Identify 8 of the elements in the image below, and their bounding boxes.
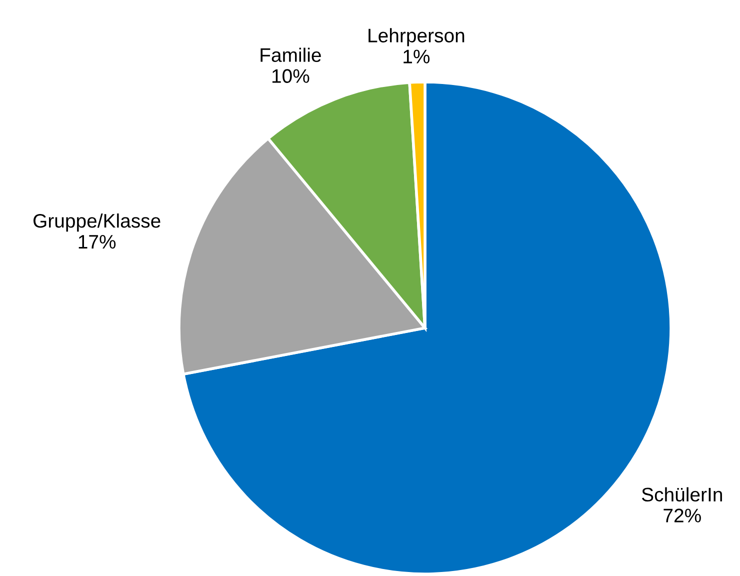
data-label: 17% bbox=[78, 235, 116, 249]
slice-label: SchülerIn bbox=[642, 487, 722, 502]
slice-label: Gruppe/Klasse bbox=[34, 213, 160, 232]
data-label: 10% bbox=[272, 69, 310, 83]
data-label: 1% bbox=[404, 50, 430, 64]
data-label: 72% bbox=[664, 508, 701, 522]
slice-label: Lehrperson bbox=[368, 28, 464, 46]
slice-label: Familie bbox=[260, 48, 321, 62]
